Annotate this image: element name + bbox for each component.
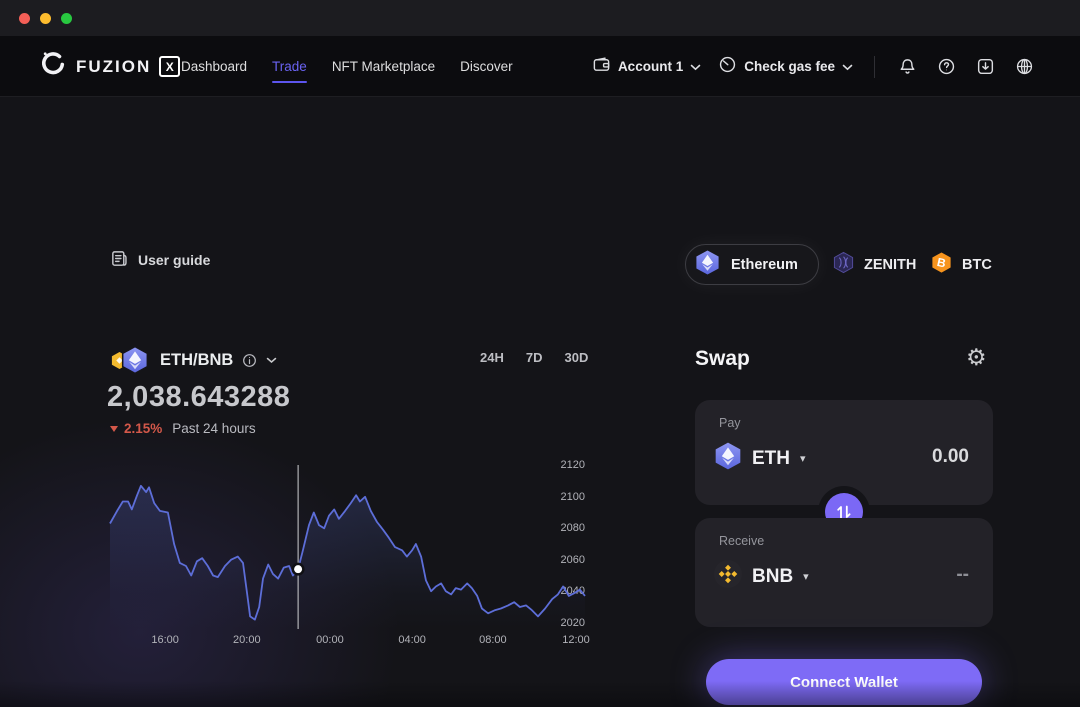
nav-right-cluster: Account 1 Check gas fee: [592, 36, 1035, 97]
receive-token-select[interactable]: BNB ▾: [713, 559, 809, 594]
receive-card: Receive BNB ▾: [695, 518, 993, 627]
account-label: Account 1: [617, 59, 684, 74]
timeframe-tabs: 24H 7D 30D: [480, 350, 588, 365]
pay-amount-value[interactable]: 0.00: [932, 446, 969, 467]
token-tab-label: Ethereum: [731, 256, 798, 273]
token-tab-btc[interactable]: B BTC: [930, 244, 992, 285]
caret-down-icon: ▾: [803, 571, 809, 583]
token-tab-label: BTC: [962, 256, 992, 273]
eth-icon: [694, 249, 721, 280]
settings-gear-icon[interactable]: ⚙: [966, 344, 987, 370]
pair-icons: [110, 345, 152, 375]
chevron-down-icon[interactable]: [266, 357, 277, 364]
timeframe-30d[interactable]: 30D: [564, 350, 589, 365]
brand-swirl-icon: [38, 49, 68, 84]
token-tab-ethereum[interactable]: Ethereum: [685, 244, 819, 285]
nav-link-nft-marketplace[interactable]: NFT Marketplace: [331, 59, 436, 74]
gas-gauge-icon: [718, 55, 737, 79]
brand-x-badge: X: [159, 56, 181, 77]
nav-link-discover[interactable]: Discover: [460, 59, 513, 74]
window-title-bar: [0, 0, 1080, 36]
pair-label: ETH/BNB: [160, 350, 234, 369]
window-zoom-icon[interactable]: [61, 12, 72, 24]
main-content: User guide Ethereum: [0, 97, 1080, 707]
bnb-icon: [713, 559, 743, 594]
info-icon[interactable]: [242, 353, 257, 368]
zenith-icon: [832, 251, 855, 278]
pay-token-select[interactable]: ETH ▾: [713, 441, 806, 476]
receive-token-name: BNB: [752, 565, 794, 587]
nav-link-trade[interactable]: Trade: [272, 59, 307, 83]
x-axis-tick-label: 20:00: [233, 634, 261, 646]
change-period: Past 24 hours: [172, 421, 256, 436]
down-triangle-icon: [110, 426, 118, 432]
nav-links: Dashboard Trade NFT Marketplace Discover: [181, 36, 513, 97]
user-guide-link[interactable]: User guide: [110, 249, 210, 271]
chart-marker-dot: [294, 565, 303, 574]
brand-wordmark: FUZION: [76, 56, 152, 76]
caret-down-icon: ▾: [800, 453, 806, 465]
brand-logo[interactable]: FUZION X: [38, 36, 181, 97]
globe-icon[interactable]: [1013, 56, 1035, 78]
receive-amount-value[interactable]: --: [956, 564, 969, 585]
token-tab-zenith[interactable]: ZENITH: [832, 244, 916, 285]
nav-link-dashboard[interactable]: Dashboard: [181, 59, 248, 74]
x-axis-tick-label: 04:00: [398, 634, 426, 646]
nav-divider: [874, 55, 875, 78]
pair-price: 2,038.643288: [107, 381, 291, 413]
top-nav: FUZION X Dashboard Trade NFT Marketplace…: [0, 36, 1080, 97]
document-icon: [110, 249, 129, 271]
help-icon[interactable]: [935, 56, 957, 78]
account-dropdown[interactable]: Account 1: [592, 55, 701, 79]
svg-text:B: B: [936, 255, 948, 271]
pay-token-name: ETH: [752, 447, 790, 469]
chart-x-axis: 16:00 20:00 00:00 04:00 08:00 12:00: [110, 634, 589, 648]
receive-label: Receive: [719, 534, 765, 548]
timeframe-24h[interactable]: 24H: [480, 350, 504, 365]
pay-label: Pay: [719, 416, 741, 430]
x-axis-tick-label: 12:00: [562, 634, 590, 646]
x-axis-tick-label: 00:00: [316, 634, 344, 646]
price-change-row: 2.15% Past 24 hours: [110, 421, 256, 436]
chevron-down-icon: [690, 58, 701, 76]
user-guide-label: User guide: [138, 252, 211, 268]
chart-price-line: [109, 484, 586, 621]
token-tab-label: ZENITH: [864, 256, 917, 273]
connect-wallet-button[interactable]: Connect Wallet: [706, 659, 982, 705]
chart-area-fill: [110, 485, 585, 629]
pair-selector[interactable]: ETH/BNB: [110, 344, 277, 376]
timeframe-7d[interactable]: 7D: [525, 350, 543, 365]
download-icon[interactable]: [974, 56, 996, 78]
gas-fee-dropdown[interactable]: Check gas fee: [718, 55, 853, 79]
notifications-bell-icon[interactable]: [896, 56, 918, 78]
x-axis-tick-label: 16:00: [151, 634, 179, 646]
wallet-icon: [592, 55, 611, 79]
btc-icon: B: [930, 251, 953, 278]
gas-fee-label: Check gas fee: [744, 59, 835, 74]
window-close-icon[interactable]: [19, 12, 30, 24]
chevron-down-icon: [842, 58, 853, 76]
swap-title: Swap: [695, 347, 750, 370]
x-axis-tick-label: 08:00: [479, 634, 507, 646]
eth-icon: [120, 345, 150, 380]
eth-icon: [713, 441, 743, 476]
change-percent: 2.15%: [124, 421, 163, 436]
price-chart[interactable]: [109, 459, 586, 629]
window-minimize-icon[interactable]: [40, 12, 51, 24]
